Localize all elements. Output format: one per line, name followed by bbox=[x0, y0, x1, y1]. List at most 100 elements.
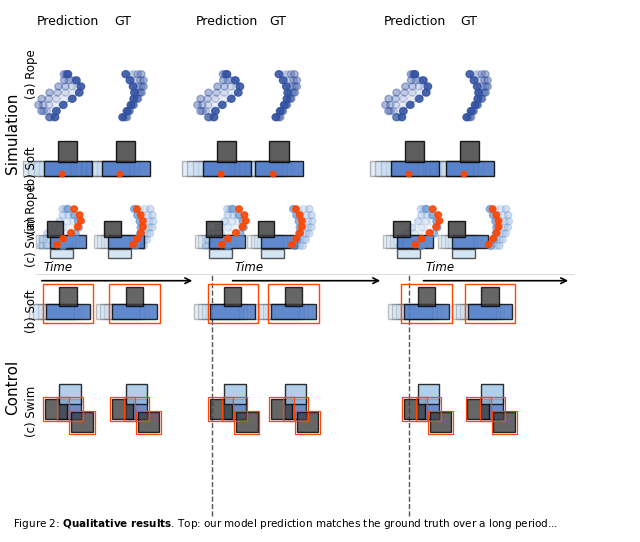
FancyBboxPatch shape bbox=[481, 287, 499, 306]
Circle shape bbox=[64, 218, 71, 225]
Circle shape bbox=[495, 242, 503, 249]
Circle shape bbox=[134, 236, 142, 243]
Circle shape bbox=[125, 107, 132, 114]
Circle shape bbox=[124, 107, 132, 114]
FancyBboxPatch shape bbox=[387, 235, 422, 248]
FancyBboxPatch shape bbox=[446, 161, 493, 176]
FancyBboxPatch shape bbox=[108, 304, 152, 319]
Circle shape bbox=[124, 107, 131, 114]
Circle shape bbox=[402, 242, 410, 249]
Circle shape bbox=[134, 236, 141, 242]
Circle shape bbox=[46, 114, 53, 121]
Circle shape bbox=[415, 83, 422, 90]
Circle shape bbox=[227, 205, 234, 212]
Circle shape bbox=[493, 224, 500, 231]
Circle shape bbox=[218, 171, 224, 177]
Circle shape bbox=[134, 95, 141, 102]
Circle shape bbox=[73, 77, 80, 84]
FancyBboxPatch shape bbox=[449, 221, 465, 237]
Circle shape bbox=[134, 70, 141, 78]
Circle shape bbox=[495, 218, 502, 224]
Circle shape bbox=[236, 230, 244, 237]
Circle shape bbox=[77, 218, 84, 224]
Circle shape bbox=[76, 89, 83, 96]
Circle shape bbox=[276, 107, 284, 114]
FancyBboxPatch shape bbox=[429, 412, 451, 433]
Circle shape bbox=[212, 107, 219, 114]
Circle shape bbox=[60, 224, 67, 231]
FancyBboxPatch shape bbox=[285, 399, 307, 420]
FancyBboxPatch shape bbox=[452, 304, 496, 319]
Circle shape bbox=[148, 224, 156, 231]
Circle shape bbox=[136, 205, 143, 212]
Text: Prediction: Prediction bbox=[36, 15, 99, 28]
FancyBboxPatch shape bbox=[218, 141, 236, 162]
Circle shape bbox=[385, 95, 392, 102]
Circle shape bbox=[134, 212, 141, 218]
Circle shape bbox=[68, 95, 76, 102]
FancyBboxPatch shape bbox=[71, 412, 93, 433]
Circle shape bbox=[481, 77, 488, 84]
Circle shape bbox=[140, 77, 147, 84]
Circle shape bbox=[396, 242, 404, 249]
Circle shape bbox=[421, 230, 429, 237]
Circle shape bbox=[280, 101, 288, 108]
Circle shape bbox=[61, 205, 69, 212]
Circle shape bbox=[490, 236, 496, 242]
FancyBboxPatch shape bbox=[104, 221, 121, 237]
Circle shape bbox=[291, 83, 298, 90]
Circle shape bbox=[227, 230, 235, 237]
FancyBboxPatch shape bbox=[23, 161, 71, 176]
Circle shape bbox=[390, 107, 397, 114]
Circle shape bbox=[202, 242, 210, 249]
Circle shape bbox=[464, 114, 471, 121]
Circle shape bbox=[473, 101, 480, 108]
Circle shape bbox=[213, 89, 220, 96]
Circle shape bbox=[285, 83, 293, 90]
FancyBboxPatch shape bbox=[269, 141, 289, 162]
Circle shape bbox=[490, 206, 496, 212]
Circle shape bbox=[199, 107, 206, 114]
Circle shape bbox=[410, 70, 418, 78]
Circle shape bbox=[141, 205, 148, 212]
Circle shape bbox=[467, 114, 475, 121]
FancyBboxPatch shape bbox=[195, 304, 239, 319]
Circle shape bbox=[409, 83, 416, 90]
Circle shape bbox=[45, 101, 52, 108]
Circle shape bbox=[470, 70, 477, 78]
Circle shape bbox=[47, 236, 54, 243]
FancyBboxPatch shape bbox=[195, 235, 231, 248]
Circle shape bbox=[290, 89, 297, 96]
FancyBboxPatch shape bbox=[254, 235, 290, 248]
Circle shape bbox=[205, 114, 212, 121]
FancyBboxPatch shape bbox=[452, 249, 476, 258]
Circle shape bbox=[134, 242, 142, 249]
Circle shape bbox=[225, 236, 232, 242]
Circle shape bbox=[428, 218, 436, 225]
Circle shape bbox=[308, 218, 316, 225]
Circle shape bbox=[286, 89, 294, 96]
Circle shape bbox=[228, 205, 236, 212]
Circle shape bbox=[148, 212, 156, 218]
FancyBboxPatch shape bbox=[392, 304, 436, 319]
FancyBboxPatch shape bbox=[46, 235, 83, 248]
Circle shape bbox=[123, 114, 131, 121]
Circle shape bbox=[140, 236, 148, 243]
FancyBboxPatch shape bbox=[40, 235, 76, 248]
Circle shape bbox=[76, 212, 83, 218]
Circle shape bbox=[302, 230, 310, 237]
FancyBboxPatch shape bbox=[198, 161, 246, 176]
Circle shape bbox=[137, 224, 145, 231]
FancyBboxPatch shape bbox=[108, 249, 131, 258]
Circle shape bbox=[235, 218, 242, 225]
FancyBboxPatch shape bbox=[224, 384, 246, 404]
FancyBboxPatch shape bbox=[425, 161, 473, 176]
Circle shape bbox=[68, 83, 76, 90]
Circle shape bbox=[282, 101, 289, 108]
Circle shape bbox=[493, 230, 500, 236]
FancyBboxPatch shape bbox=[81, 161, 129, 176]
Circle shape bbox=[212, 95, 219, 102]
Circle shape bbox=[284, 95, 291, 102]
Circle shape bbox=[300, 218, 307, 225]
Circle shape bbox=[144, 212, 152, 218]
